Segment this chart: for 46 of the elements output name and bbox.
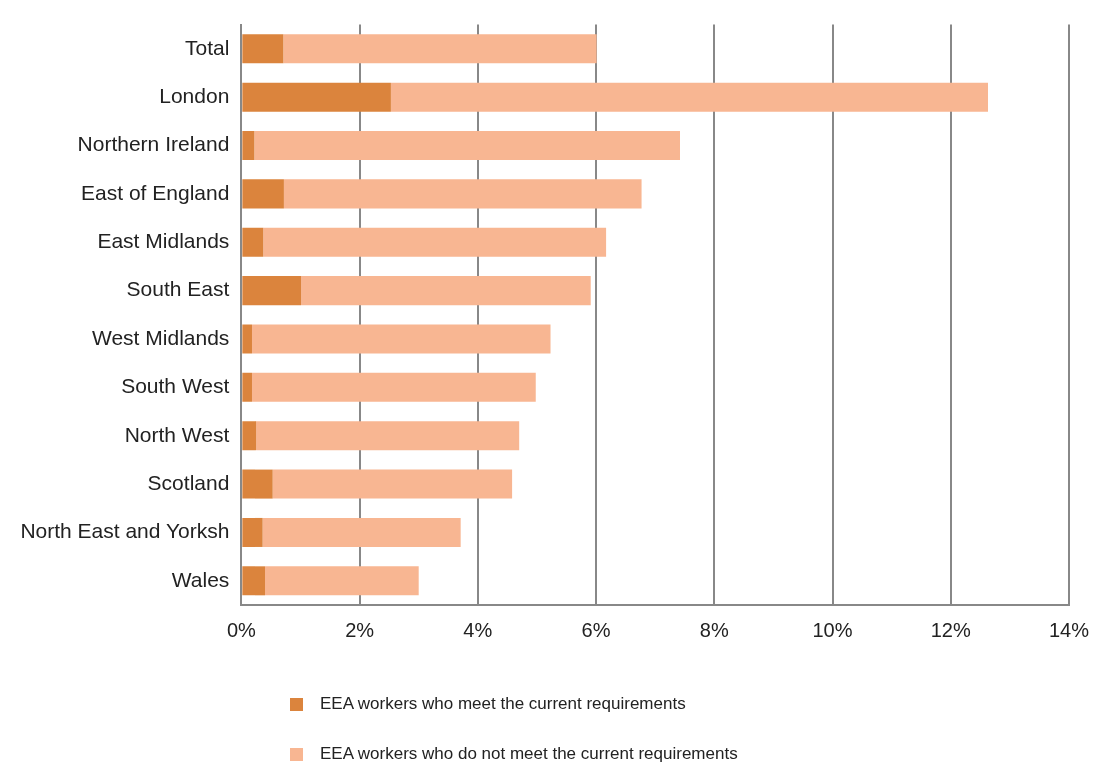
bar [251, 372, 536, 402]
bar [242, 517, 263, 547]
bar [390, 82, 988, 112]
x-tick-label: 6% [581, 618, 611, 641]
x-tick-label: 14% [1048, 618, 1090, 641]
y-tick-label: East Midlands [97, 229, 230, 253]
y-tick-label: London [159, 83, 230, 107]
legend-label: EEA workers who meet the current requirements [320, 694, 686, 714]
y-tick-label: South East [126, 277, 230, 301]
y-tick-label: East of England [81, 180, 230, 204]
bar [272, 469, 513, 499]
x-tick-label: 8% [699, 618, 729, 641]
bar [283, 179, 642, 209]
bar [256, 421, 520, 451]
bar [254, 131, 680, 161]
x-tick-label: 0% [226, 618, 257, 641]
bar [242, 324, 252, 354]
x-tick-label: 12% [930, 618, 971, 641]
bar [262, 517, 461, 547]
bar [251, 324, 551, 354]
bar [264, 566, 419, 596]
legend-label: EEA workers who do not meet the current requirements [320, 744, 738, 764]
x-tick-label: 4% [463, 618, 493, 641]
bar [242, 131, 255, 161]
bar [242, 82, 391, 112]
bar [242, 179, 284, 209]
bar [301, 276, 591, 306]
y-tick-label: Northern Ireland [77, 132, 230, 156]
x-tick-label: 2% [345, 618, 375, 641]
bar [242, 421, 257, 451]
bar [242, 372, 252, 402]
bar [242, 34, 284, 64]
y-tick-label: Wales [171, 567, 230, 591]
bar [242, 227, 264, 257]
x-tick-label: 10% [812, 618, 853, 641]
y-tick-label: North West [124, 422, 230, 446]
y-tick-label: Total [184, 35, 230, 59]
bar [242, 276, 302, 306]
bar [283, 34, 597, 64]
y-tick-label: West Midlands [92, 325, 230, 349]
y-tick-label: North East and Yorksh [20, 519, 230, 543]
bar [242, 469, 273, 499]
y-tick-label: Scotland [147, 470, 230, 494]
bar [242, 566, 265, 596]
y-tick-label: South West [121, 374, 230, 398]
bar [263, 227, 607, 257]
